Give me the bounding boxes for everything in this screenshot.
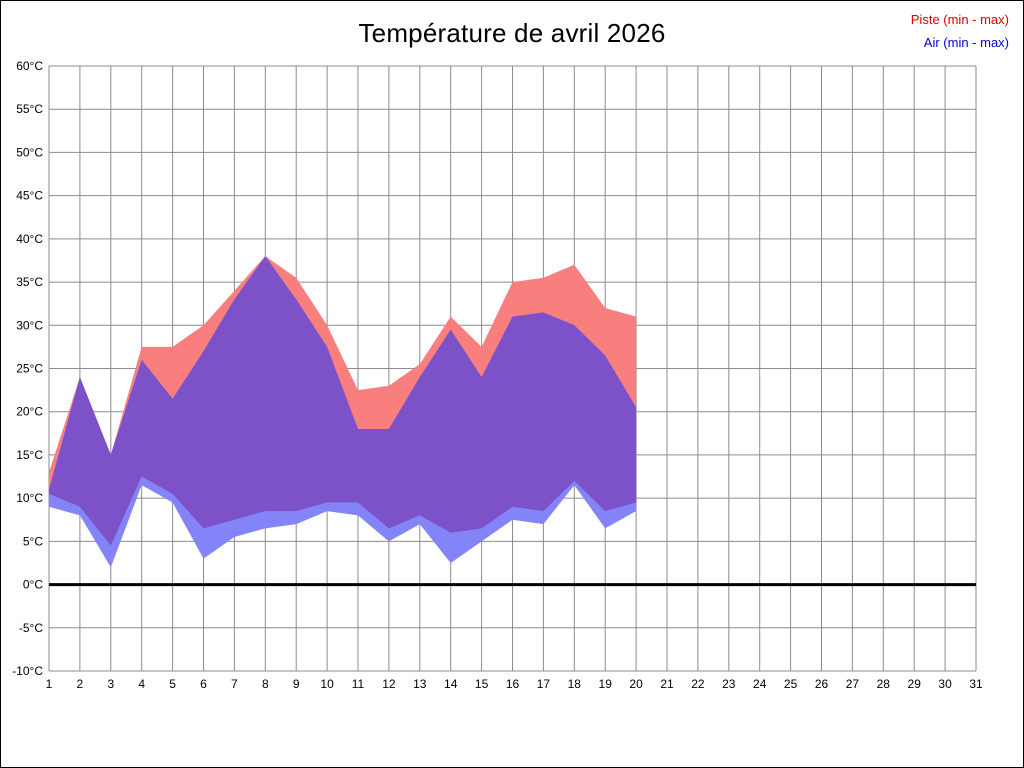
x-tick-label: 29 <box>908 677 922 691</box>
x-tick-label: 20 <box>629 677 643 691</box>
y-tick-label: 40°C <box>16 232 43 246</box>
y-tick-label: 45°C <box>16 189 43 203</box>
y-tick-label: -5°C <box>19 621 43 635</box>
x-tick-label: 24 <box>753 677 767 691</box>
x-tick-label: 12 <box>382 677 396 691</box>
x-tick-label: 22 <box>691 677 705 691</box>
y-tick-label: 10°C <box>16 491 43 505</box>
x-tick-label: 28 <box>877 677 891 691</box>
x-tick-label: 6 <box>200 677 207 691</box>
x-tick-label: 31 <box>969 677 983 691</box>
x-tick-label: 13 <box>413 677 427 691</box>
x-tick-label: 9 <box>293 677 300 691</box>
x-tick-label: 25 <box>784 677 798 691</box>
y-tick-label: 30°C <box>16 318 43 332</box>
y-tick-label: -10°C <box>12 664 43 678</box>
x-tick-label: 23 <box>722 677 736 691</box>
x-tick-label: 5 <box>169 677 176 691</box>
legend-piste-label: Piste (min - max) <box>910 12 1009 27</box>
y-tick-label: 50°C <box>16 145 43 159</box>
x-tick-label: 15 <box>475 677 489 691</box>
chart-title: Température de avril 2026 <box>358 18 666 48</box>
y-tick-label: 35°C <box>16 275 43 289</box>
y-tick-label: 15°C <box>16 448 43 462</box>
x-tick-label: 14 <box>444 677 458 691</box>
x-tick-label: 4 <box>138 677 145 691</box>
y-tick-label: 60°C <box>16 59 43 73</box>
x-tick-label: 3 <box>107 677 114 691</box>
y-tick-label: 0°C <box>23 578 43 592</box>
x-tick-label: 17 <box>537 677 551 691</box>
x-tick-label: 7 <box>231 677 238 691</box>
legend-air-label: Air (min - max) <box>923 34 1009 50</box>
x-tick-label: 21 <box>660 677 674 691</box>
y-tick-label: 25°C <box>16 362 43 376</box>
x-tick-label: 2 <box>77 677 84 691</box>
x-tick-label: 10 <box>320 677 334 691</box>
x-tick-label: 11 <box>352 677 365 691</box>
x-tick-label: 16 <box>506 677 520 691</box>
y-tick-label: 20°C <box>16 405 43 419</box>
overlap-band <box>49 256 637 546</box>
x-tick-label: 27 <box>846 677 860 691</box>
x-tick-label: 18 <box>568 677 582 691</box>
x-tick-label: 19 <box>599 677 613 691</box>
x-tick-label: 26 <box>815 677 829 691</box>
x-tick-label: 30 <box>938 677 952 691</box>
y-tick-label: 5°C <box>23 534 43 548</box>
x-tick-label: 1 <box>46 677 53 691</box>
legend: Piste (min - max) Air (min - max) <box>911 9 1009 55</box>
x-tick-label: 8 <box>262 677 269 691</box>
y-tick-label: 55°C <box>16 102 43 116</box>
